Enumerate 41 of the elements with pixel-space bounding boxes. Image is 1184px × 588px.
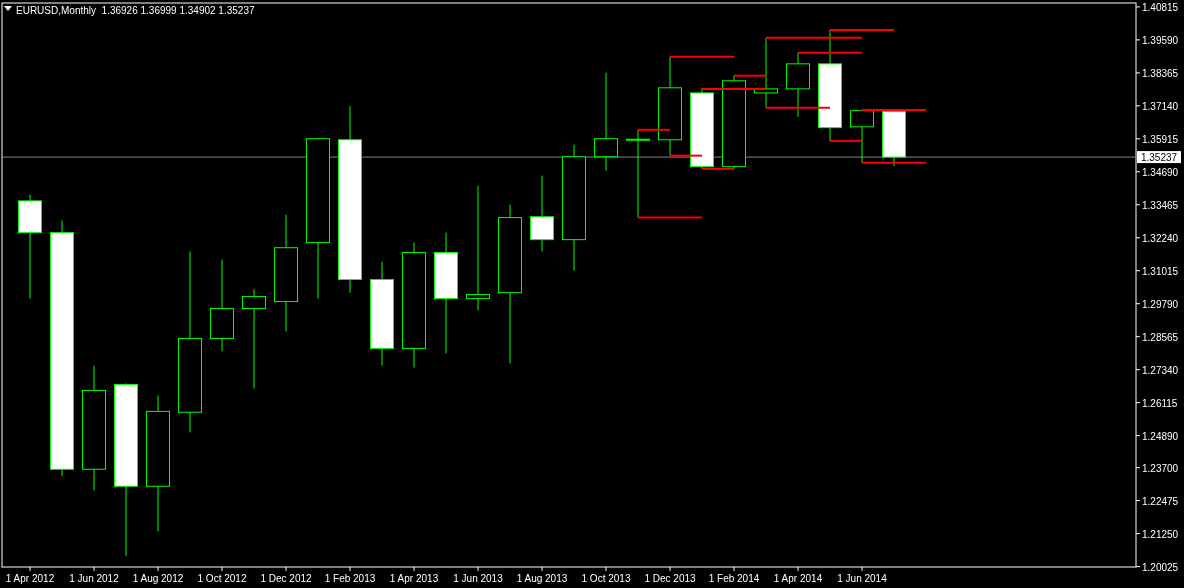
ref-line-label: 1.35237	[1140, 152, 1178, 164]
x-tick-label: 1 Jun 2014	[837, 573, 888, 584]
y-tick-label: 1.23700	[1142, 462, 1179, 474]
x-tick-label: 1 Jun 2013	[453, 573, 504, 584]
candlestick	[849, 109, 875, 164]
y-tick-label: 1.22475	[1142, 495, 1179, 507]
y-tick-label: 1.38365	[1142, 67, 1179, 79]
y-tick-label: 1.21250	[1142, 528, 1179, 540]
y-tick-label: 1.29790	[1142, 298, 1179, 310]
y-tick-label: 1.31015	[1142, 265, 1179, 277]
y-tick-label: 1.37140	[1142, 100, 1179, 112]
y-tick-label: 1.24890	[1142, 430, 1179, 442]
x-tick-label: 1 Oct 2013	[581, 573, 631, 584]
y-tick-label: 1.39590	[1142, 34, 1179, 46]
y-tick-label: 1.27340	[1142, 364, 1179, 376]
x-tick-label: 1 Feb 2013	[324, 573, 376, 584]
candlestick	[593, 72, 619, 172]
x-tick-label: 1 Aug 2013	[516, 573, 568, 584]
y-tick-label: 1.40815	[1142, 1, 1179, 13]
y-tick-label: 1.33465	[1142, 199, 1179, 211]
y-tick-label: 1.35915	[1142, 133, 1179, 145]
x-tick-label: 1 Feb 2014	[708, 573, 760, 584]
x-tick-label: 1 Apr 2012	[5, 573, 55, 584]
x-tick-label: 1 Oct 2012	[197, 573, 247, 584]
candlestick	[625, 129, 651, 219]
x-tick-label: 1 Aug 2012	[132, 573, 184, 584]
candlestick	[529, 175, 555, 252]
candlestick	[753, 37, 779, 109]
x-tick-label: 1 Dec 2012	[260, 573, 313, 584]
x-tick-label: 1 Dec 2013	[644, 573, 697, 584]
y-tick-label: 1.20025	[1142, 561, 1179, 573]
chart-title: EURUSD,Monthly 1.36926 1.36999 1.34902 1.35237	[16, 5, 255, 16]
y-tick-label: 1.28565	[1142, 331, 1179, 343]
x-tick-label: 1 Apr 2013	[389, 573, 439, 584]
y-tick-label: 1.34690	[1142, 166, 1179, 178]
y-tick-label: 1.26115	[1142, 397, 1178, 409]
candlestick	[465, 185, 491, 311]
y-tick-label: 1.32240	[1142, 232, 1179, 244]
x-tick-label: 1 Apr 2014	[773, 573, 823, 584]
x-tick-label: 1 Jun 2012	[69, 573, 120, 584]
candlestick	[241, 288, 267, 390]
